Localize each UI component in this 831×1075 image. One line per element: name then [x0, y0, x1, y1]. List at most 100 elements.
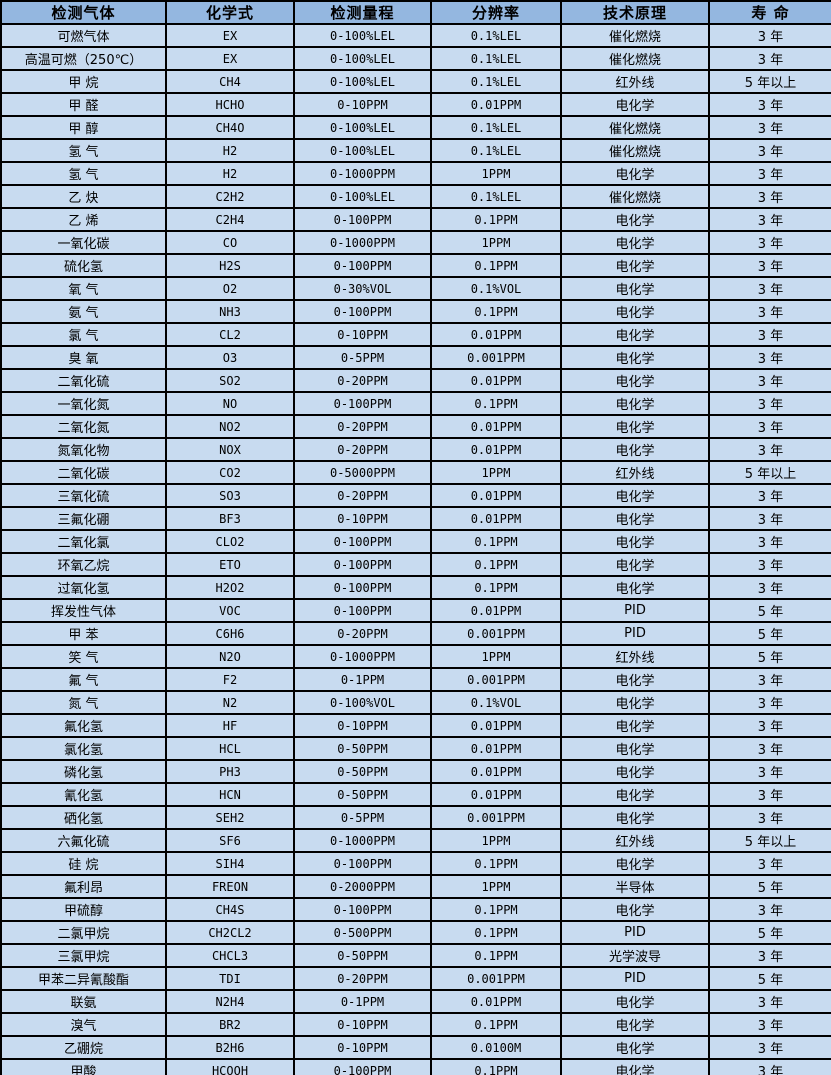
cell-lifespan: 3 年	[708, 345, 831, 370]
cell-range: 0-10PPM	[293, 1012, 432, 1037]
cell-lifespan: 3 年	[708, 529, 831, 554]
cell-resolution: 0.01PPM	[430, 506, 562, 531]
cell-formula: CL2	[165, 322, 295, 347]
cell-formula: H2	[165, 138, 295, 163]
cell-principle: 电化学	[560, 713, 710, 738]
cell-lifespan: 3 年	[708, 299, 831, 324]
cell-formula: HCOOH	[165, 1058, 295, 1075]
cell-principle: 电化学	[560, 805, 710, 830]
cell-lifespan: 3 年	[708, 322, 831, 347]
cell-formula: CH4	[165, 69, 295, 94]
table-row: 氢 气 H2 0-100%LEL 0.1%LEL 催化燃烧 3 年	[0, 138, 831, 163]
cell-resolution: 0.1PPM	[430, 391, 562, 416]
cell-lifespan: 3 年	[708, 943, 831, 968]
cell-resolution: 0.001PPM	[430, 345, 562, 370]
cell-lifespan: 3 年	[708, 667, 831, 692]
cell-principle: 电化学	[560, 759, 710, 784]
cell-gas-name: 氮氧化物	[0, 437, 167, 462]
cell-formula: H2S	[165, 253, 295, 278]
cell-gas-name: 甲苯二异氰酸酯	[0, 966, 167, 991]
cell-gas-name: 二氧化硫	[0, 368, 167, 393]
cell-resolution: 0.001PPM	[430, 621, 562, 646]
table-row: 甲苯二异氰酸酯 TDI 0-20PPM 0.001PPM PID 5 年	[0, 966, 831, 991]
cell-gas-name: 甲 苯	[0, 621, 167, 646]
cell-principle: 电化学	[560, 437, 710, 462]
cell-formula: O2	[165, 276, 295, 301]
cell-principle: 电化学	[560, 391, 710, 416]
cell-range: 0-10PPM	[293, 506, 432, 531]
table-row: 一氧化碳 CO 0-1000PPM 1PPM 电化学 3 年	[0, 230, 831, 255]
table-row: 硫化氢 H2S 0-100PPM 0.1PPM 电化学 3 年	[0, 253, 831, 278]
cell-range: 0-100PPM	[293, 575, 432, 600]
cell-principle: 电化学	[560, 276, 710, 301]
cell-range: 0-10PPM	[293, 322, 432, 347]
table-row: 三氯甲烷 CHCL3 0-50PPM 0.1PPM 光学波导 3 年	[0, 943, 831, 968]
cell-resolution: 1PPM	[430, 828, 562, 853]
table-row: 六氟化硫 SF6 0-1000PPM 1PPM 红外线 5 年以上	[0, 828, 831, 853]
cell-gas-name: 环氧乙烷	[0, 552, 167, 577]
cell-lifespan: 3 年	[708, 736, 831, 761]
cell-gas-name: 甲 烷	[0, 69, 167, 94]
cell-range: 0-100PPM	[293, 207, 432, 232]
cell-principle: 电化学	[560, 322, 710, 347]
cell-lifespan: 3 年	[708, 690, 831, 715]
cell-principle: 催化燃烧	[560, 138, 710, 163]
cell-formula: CO	[165, 230, 295, 255]
cell-lifespan: 3 年	[708, 184, 831, 209]
cell-formula: SO2	[165, 368, 295, 393]
cell-formula: CH2CL2	[165, 920, 295, 945]
cell-lifespan: 3 年	[708, 46, 831, 71]
cell-principle: PID	[560, 966, 710, 991]
cell-resolution: 0.0100M	[430, 1035, 562, 1060]
cell-lifespan: 3 年	[708, 276, 831, 301]
cell-formula: C2H4	[165, 207, 295, 232]
cell-lifespan: 3 年	[708, 1035, 831, 1060]
cell-gas-name: 氢 气	[0, 138, 167, 163]
column-header-formula: 化学式	[165, 0, 295, 25]
cell-range: 0-100PPM	[293, 253, 432, 278]
cell-resolution: 1PPM	[430, 161, 562, 186]
cell-range: 0-1PPM	[293, 667, 432, 692]
column-header-gas-name: 检测气体	[0, 0, 167, 25]
table-row: 二氧化硫 SO2 0-20PPM 0.01PPM 电化学 3 年	[0, 368, 831, 393]
cell-range: 0-100PPM	[293, 897, 432, 922]
cell-formula: HF	[165, 713, 295, 738]
column-header-lifespan: 寿 命	[708, 0, 831, 25]
cell-resolution: 1PPM	[430, 230, 562, 255]
cell-gas-name: 六氟化硫	[0, 828, 167, 853]
cell-gas-name: 氟化氢	[0, 713, 167, 738]
cell-resolution: 1PPM	[430, 460, 562, 485]
cell-principle: 电化学	[560, 92, 710, 117]
cell-lifespan: 3 年	[708, 207, 831, 232]
cell-formula: CH4O	[165, 115, 295, 140]
cell-lifespan: 3 年	[708, 1012, 831, 1037]
cell-range: 0-1000PPM	[293, 230, 432, 255]
cell-range: 0-100%LEL	[293, 23, 432, 48]
cell-lifespan: 3 年	[708, 782, 831, 807]
cell-resolution: 0.1%LEL	[430, 115, 562, 140]
cell-formula: C6H6	[165, 621, 295, 646]
cell-range: 0-20PPM	[293, 368, 432, 393]
cell-resolution: 0.01PPM	[430, 414, 562, 439]
cell-formula: O3	[165, 345, 295, 370]
table-header: 检测气体 化学式 检测量程 分辨率 技术原理 寿 命	[0, 0, 831, 25]
cell-lifespan: 3 年	[708, 253, 831, 278]
cell-formula: TDI	[165, 966, 295, 991]
cell-formula: C2H2	[165, 184, 295, 209]
cell-lifespan: 3 年	[708, 897, 831, 922]
cell-resolution: 0.1%VOL	[430, 690, 562, 715]
cell-principle: 电化学	[560, 736, 710, 761]
cell-gas-name: 氟利昂	[0, 874, 167, 899]
cell-lifespan: 3 年	[708, 575, 831, 600]
cell-formula: FREON	[165, 874, 295, 899]
table-row: 氮 气 N2 0-100%VOL 0.1%VOL 电化学 3 年	[0, 690, 831, 715]
cell-resolution: 0.01PPM	[430, 713, 562, 738]
cell-principle: 电化学	[560, 414, 710, 439]
cell-range: 0-500PPM	[293, 920, 432, 945]
cell-principle: 红外线	[560, 69, 710, 94]
cell-principle: 电化学	[560, 1012, 710, 1037]
cell-formula: HCN	[165, 782, 295, 807]
table-row: 甲酸 HCOOH 0-100PPM 0.1PPM 电化学 3 年	[0, 1058, 831, 1075]
cell-lifespan: 5 年	[708, 644, 831, 669]
cell-gas-name: 过氧化氢	[0, 575, 167, 600]
